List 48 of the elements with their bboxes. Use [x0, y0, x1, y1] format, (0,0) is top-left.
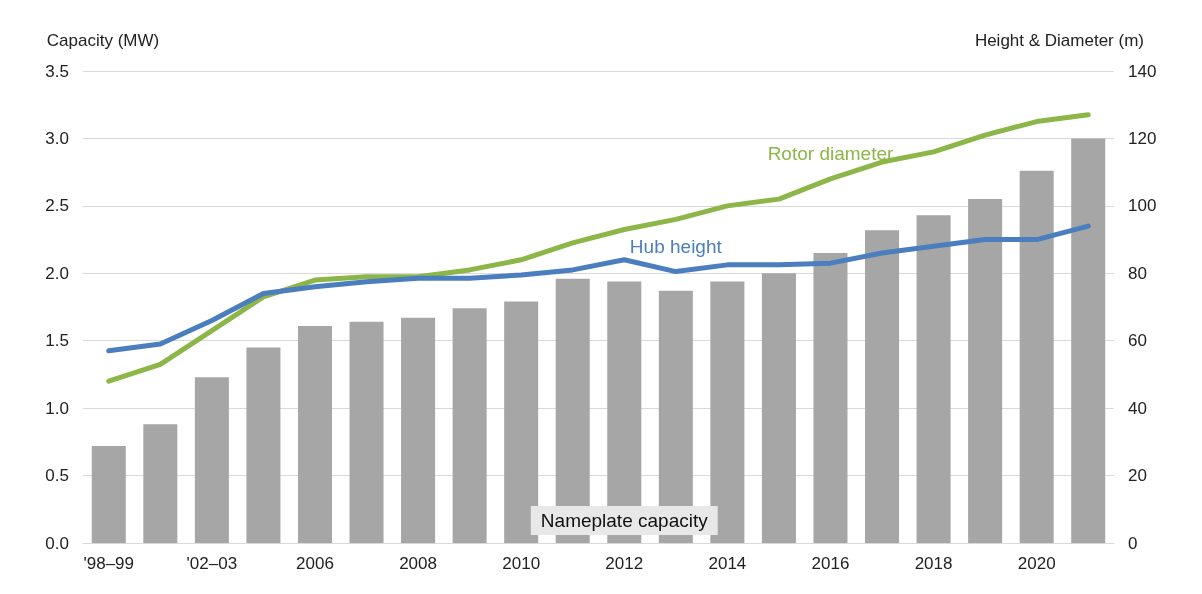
x-tick-label: 2020	[1017, 554, 1056, 573]
x-tick-label: 2008	[399, 554, 437, 573]
y-tick-label: 2.0	[45, 263, 69, 283]
bar	[143, 424, 178, 543]
series-label: Rotor diameter	[767, 142, 894, 164]
y-tick-label: 0.0	[45, 533, 69, 553]
y-tick-label: 3.5	[45, 61, 69, 81]
bar	[297, 325, 332, 543]
x-tick-label: 2018	[914, 554, 953, 573]
y2-tick-label: 100	[1128, 196, 1157, 216]
bar	[1071, 138, 1106, 543]
y-tick-label: 3.0	[45, 128, 69, 148]
bar	[968, 199, 1003, 543]
y2-tick-label: 80	[1128, 263, 1147, 283]
x-tick-label: 2014	[708, 554, 747, 573]
bar	[349, 321, 384, 543]
y2-tick-label: 140	[1128, 61, 1157, 81]
y2-tick-label: 20	[1128, 466, 1147, 486]
bar	[452, 308, 487, 543]
bar	[246, 347, 281, 543]
bar	[194, 377, 229, 543]
y-tick-label: 1.5	[45, 331, 69, 351]
y2-tick-label: 120	[1128, 128, 1157, 148]
x-tick-label: 2012	[605, 554, 644, 573]
y2-axis-title: Height & Diameter (m)	[974, 31, 1144, 50]
y-tick-label: 0.5	[45, 466, 69, 486]
y2-tick-label: 40	[1128, 398, 1147, 418]
bar	[813, 253, 848, 543]
x-tick-label: 2006	[296, 554, 334, 573]
bar	[1019, 170, 1054, 543]
x-tick-label: '98–99	[83, 554, 135, 573]
y2-tick-label: 60	[1128, 331, 1147, 351]
y-axis-title: Capacity (MW)	[46, 31, 160, 50]
y-tick-label: 2.5	[45, 196, 69, 216]
y2-tick-label: 0	[1128, 533, 1138, 553]
bar	[401, 317, 436, 543]
x-tick-label: '02–03	[186, 554, 238, 573]
bar	[865, 230, 900, 543]
x-tick-label: 2016	[811, 554, 850, 573]
y-tick-label: 1.0	[45, 398, 69, 418]
series-label: Hub height	[629, 235, 723, 257]
bar	[91, 445, 126, 543]
series-label: Nameplate capacity	[540, 510, 709, 531]
bar	[916, 215, 951, 543]
bar	[710, 281, 745, 543]
bar	[504, 301, 539, 543]
bar	[761, 273, 796, 543]
x-tick-label: 2010	[502, 554, 541, 573]
